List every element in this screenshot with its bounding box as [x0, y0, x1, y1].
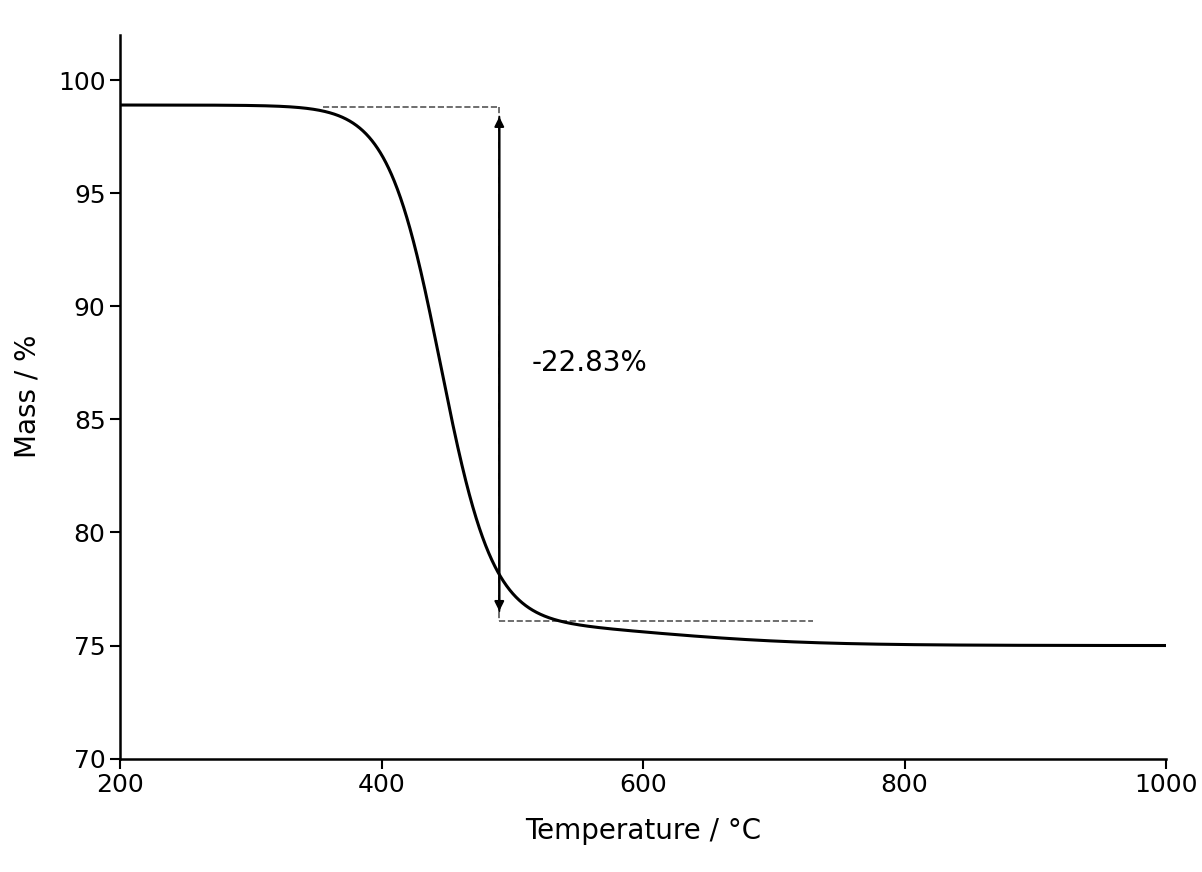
- Text: -22.83%: -22.83%: [532, 349, 648, 377]
- X-axis label: Temperature / °C: Temperature / °C: [525, 817, 761, 845]
- Y-axis label: Mass / %: Mass / %: [13, 335, 41, 459]
